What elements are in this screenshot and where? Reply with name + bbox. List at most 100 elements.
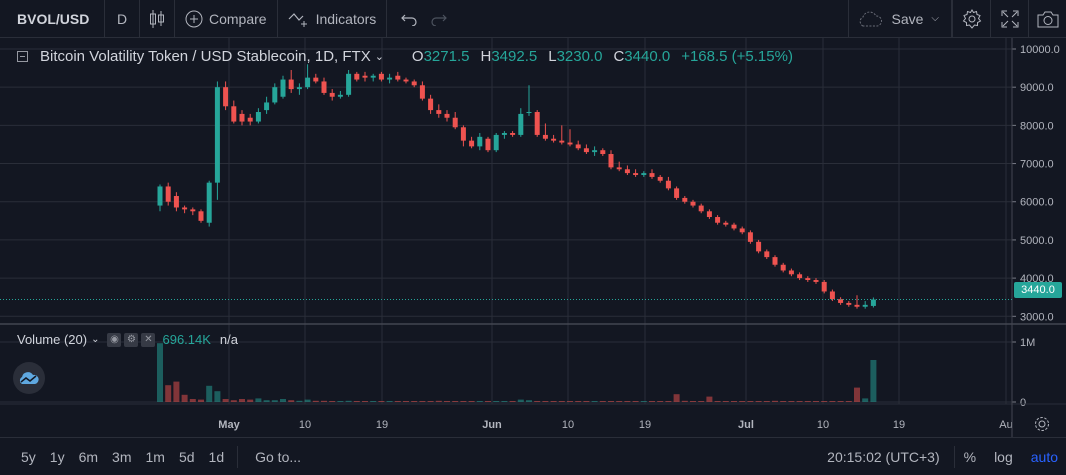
candle-body [870,299,876,306]
volume-bar [353,401,360,402]
logo[interactable] [13,362,45,394]
last-price-label: 3440.0 [1014,282,1062,298]
indicators-label: Indicators [315,10,377,27]
timezone-clock[interactable]: 20:15:02 (UTC+3) [827,445,955,468]
percent-toggle[interactable]: % [963,448,977,465]
series-title[interactable]: Bitcoin Volatility Token / USD Stablecoi… [40,48,371,65]
interval-button[interactable]: D [105,0,140,38]
volume-bar [435,400,442,402]
fullscreen-button[interactable] [990,0,1028,38]
symbol-search-button[interactable]: BVOL/USD [0,0,105,38]
volume-title[interactable]: Volume (20) [17,332,88,347]
top-toolbar: BVOL/USD D Compare Indicators [0,0,1066,38]
range-6m[interactable]: 6m [78,448,99,465]
candle-body [805,278,811,281]
candle-body [477,136,483,147]
candle-body [370,75,376,78]
candle-body [542,134,548,139]
candle-body [264,102,270,111]
goto-button[interactable]: Go to... [237,445,318,468]
range-5y[interactable]: 5y [21,448,36,465]
candle-body [739,228,745,233]
snapshot-button[interactable] [1028,0,1066,38]
candle-body [501,133,507,135]
volume-bar [239,399,245,402]
candles [157,64,876,309]
volume-bar [599,401,606,402]
chevron-down-icon[interactable]: ⌄ [91,334,100,345]
axis-settings-icon[interactable] [1035,417,1049,431]
y-tick-label: 3000.0 [1020,311,1054,323]
auto-toggle[interactable]: auto [1030,448,1058,465]
close-icon[interactable]: ✕ [141,332,156,347]
series-legend: Bitcoin Volatility Token / USD Stablecoi… [17,48,804,65]
low-key: L [548,48,557,65]
save-button[interactable]: Save ⌵ [848,0,952,38]
volume-bar [788,401,795,402]
range-5d[interactable]: 5d [178,448,195,465]
volume-bar [550,401,557,402]
volume-bar [271,400,278,402]
settings-button[interactable] [952,0,990,38]
chevron-down-icon[interactable]: ⌄ [374,51,384,63]
volume-bar [747,401,754,402]
candle-body [657,176,663,181]
volume-bar [189,399,196,402]
volume-bar [804,401,811,402]
range-1d[interactable]: 1d [208,448,225,465]
candle-body [567,142,573,145]
volume-bar [837,401,844,402]
axes: May 10 19 Jun 10 19 Jul 10 19 Au 10000.0 9000.0 8000… [0,38,1066,437]
price-chart[interactable]: May 10 19 Jun 10 19 Jul 10 19 Au 10000.0 9000.0 8000… [0,38,1066,437]
volume-bar [821,401,828,402]
compare-button[interactable]: Compare [175,0,278,38]
cloud-icon [860,11,883,26]
x-tick-label: 19 [639,419,651,431]
candle-body [296,87,302,90]
volume-bar [452,401,459,402]
candle-body [321,81,327,93]
open-value: 3271.5 [423,48,470,65]
candle-body [411,81,417,86]
collapse-legend-icon[interactable] [17,51,28,62]
range-3m[interactable]: 3m [112,448,132,465]
gear-icon[interactable]: ⚙ [124,332,139,347]
candle-body [436,110,442,114]
volume-ma-value: n/a [219,332,238,347]
volume-bar [813,401,819,402]
candle-body [395,75,401,80]
candle-body [198,211,204,221]
close-value: 3440.0 [624,48,671,65]
undo-icon[interactable] [401,12,417,26]
save-label: Save [891,10,924,27]
volume-bar [624,401,631,402]
candle-body [674,188,680,198]
candle-body [682,197,688,202]
y-tick-label: 6000.0 [1020,197,1054,209]
volume-bar [632,401,639,402]
candle-body [223,87,229,107]
redo-icon[interactable] [431,12,448,26]
range-1y[interactable]: 1y [49,448,65,465]
candle-body [862,304,868,307]
candle-body [649,173,655,177]
volume-bar [755,401,762,402]
volume-bar [288,400,295,402]
volume-bar [280,399,286,402]
candle-body [231,106,237,122]
candle-body [329,92,335,97]
indicators-button[interactable]: Indicators [278,0,388,38]
candle-body [747,232,753,242]
chart-style-button[interactable] [140,0,175,38]
volume-bar [681,400,688,402]
volume-bar [444,401,450,402]
candles-icon [150,9,164,28]
candle-body [534,112,540,135]
x-tick-label: 19 [376,419,388,431]
volume-bar [468,401,475,402]
eye-icon[interactable]: ◉ [107,332,122,347]
log-toggle[interactable]: log [994,448,1013,465]
volume-legend: Volume (20) ⌄ ◉ ⚙ ✕ 696.14K n/a [17,332,238,347]
range-1m[interactable]: 1m [145,448,165,465]
volume-bar [378,401,385,402]
